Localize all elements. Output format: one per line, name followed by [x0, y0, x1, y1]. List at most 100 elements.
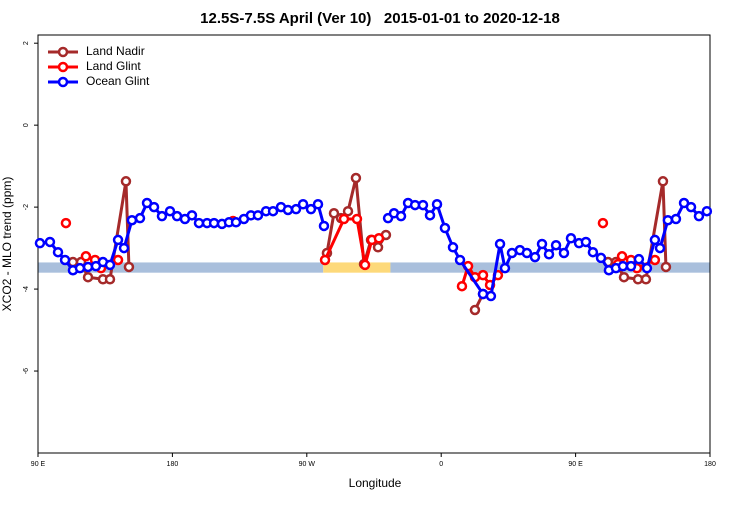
x-tick-label: 180 [167, 461, 179, 468]
data-point [649, 234, 661, 246]
x-tick-label: 90 E [568, 461, 583, 468]
data-point [282, 204, 294, 216]
data-point [565, 233, 577, 244]
data-point [60, 217, 72, 229]
data-point [580, 236, 592, 248]
data-point [640, 273, 652, 285]
legend-label: Land Glint [86, 59, 141, 73]
data-point [617, 260, 629, 272]
legend-label: Ocean Glint [86, 74, 150, 88]
data-point [112, 254, 124, 266]
data-point [123, 261, 135, 273]
x-tick-label: 90 W [299, 461, 316, 468]
data-point [59, 254, 71, 266]
data-point [112, 234, 124, 246]
surface-band [390, 262, 710, 273]
data-point [312, 198, 324, 210]
y-tick-label: -2 [23, 204, 30, 210]
data-point [595, 252, 607, 264]
data-point [494, 238, 506, 250]
data-point [104, 259, 116, 271]
data-point [670, 213, 682, 225]
data-point [431, 198, 443, 210]
data-point [685, 201, 697, 213]
series-line [85, 217, 656, 288]
data-point [618, 271, 630, 283]
data-point [469, 304, 481, 316]
data-point [625, 260, 637, 272]
data-point [350, 172, 362, 184]
chart-title: 12.5S-7.5S April (Ver 10) 2015-01-01 to … [200, 10, 560, 27]
x-tick-label: 0 [439, 461, 443, 468]
data-point [536, 238, 548, 250]
data-point [120, 176, 132, 187]
data-point [252, 210, 264, 221]
y-tick-label: 2 [23, 41, 30, 45]
data-point [186, 210, 198, 221]
data-point [558, 247, 570, 259]
data-point [156, 210, 168, 222]
data-point [417, 199, 429, 211]
data-point [342, 205, 354, 217]
data-point [701, 205, 713, 217]
data-point [338, 213, 350, 225]
data-point [485, 290, 497, 302]
data-point [148, 201, 160, 213]
surface-band [38, 262, 324, 273]
data-point [373, 233, 385, 244]
x-axis-label: Longitude [349, 476, 402, 490]
y-axis-label: XCO2 - MLO trend (ppm) [0, 177, 14, 312]
surface-band [323, 262, 391, 273]
data-point [657, 176, 669, 187]
data-point [80, 251, 92, 262]
data-point [587, 246, 599, 258]
y-tick-label: -4 [23, 286, 30, 292]
data-point [521, 247, 533, 259]
legend-marker [57, 46, 69, 58]
y-tick-label: -6 [23, 368, 30, 374]
data-point [126, 214, 138, 226]
data-point [328, 208, 340, 219]
data-point [616, 251, 628, 262]
data-point [318, 220, 330, 232]
data-point [597, 217, 609, 229]
data-point [82, 271, 94, 283]
data-point [305, 203, 317, 215]
data-point [104, 273, 116, 285]
data-point [641, 262, 653, 274]
y-tick-label: 0 [23, 123, 30, 127]
data-point [633, 253, 645, 265]
data-point [439, 222, 451, 234]
data-point [424, 210, 436, 221]
data-point [134, 212, 146, 224]
data-point [662, 214, 674, 226]
data-point [477, 269, 489, 281]
data-point [290, 203, 302, 215]
legend-marker [57, 76, 69, 88]
data-point [351, 213, 363, 225]
data-point [649, 254, 661, 266]
data-point [550, 239, 562, 251]
data-point [543, 248, 555, 260]
data-point [319, 254, 331, 266]
data-point [267, 205, 279, 217]
data-point [297, 198, 309, 210]
data-point [447, 242, 459, 253]
x-tick-label: 90 E [31, 461, 46, 468]
data-point [359, 259, 371, 271]
data-point [193, 217, 205, 229]
data-point [456, 280, 468, 292]
data-point [52, 246, 64, 258]
data-point [118, 242, 130, 254]
data-point [654, 242, 666, 254]
data-point [499, 262, 511, 274]
data-point [529, 251, 541, 263]
data-point [44, 236, 56, 248]
data-point [372, 242, 384, 253]
data-point [660, 261, 672, 273]
data-point [164, 205, 176, 217]
data-point [34, 237, 46, 249]
data-point [395, 210, 407, 222]
data-point [74, 262, 86, 274]
